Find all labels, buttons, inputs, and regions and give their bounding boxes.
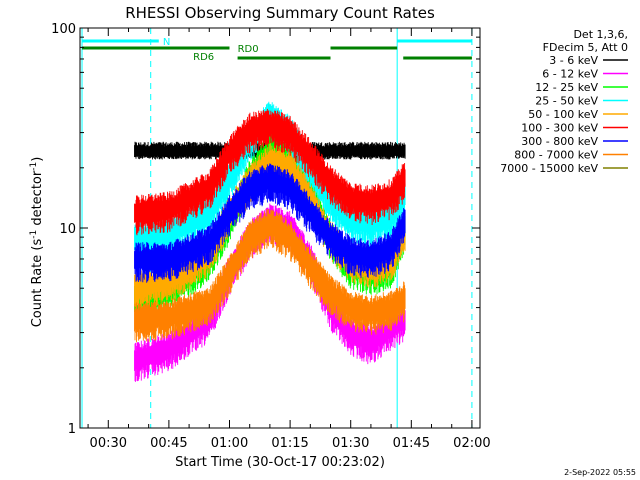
series-300-800-kev xyxy=(134,163,406,283)
chart-title: RHESSI Observing Summary Count Rates xyxy=(125,4,435,22)
legend-label: 6 - 12 keV xyxy=(542,68,598,81)
y-axis-label-text: Count Rate (s xyxy=(30,239,45,328)
legend-label: 50 - 100 keV xyxy=(528,108,598,121)
legend-header: Det 1,3,6, xyxy=(573,28,628,41)
legend-label: 300 - 800 keV xyxy=(521,135,598,148)
x-tick-label: 01:00 xyxy=(211,436,248,451)
legend-label: 12 - 25 keV xyxy=(535,81,598,94)
x-tick-label: 02:00 xyxy=(453,436,490,451)
legend-label: 100 - 300 keV xyxy=(521,122,598,135)
attenuator-label: N xyxy=(163,37,170,48)
y-axis-label-close: ) xyxy=(30,157,45,162)
legend-label: 800 - 7000 keV xyxy=(514,149,598,162)
x-tick-label: 01:15 xyxy=(271,436,308,451)
legend-label: 3 - 6 keV xyxy=(549,54,598,67)
y-axis-label-exponent-2: -1 xyxy=(29,162,39,171)
rd6-label: RD6 xyxy=(193,52,214,63)
y-axis-label: Count Rate (s-1 detector-1) xyxy=(29,157,45,328)
x-tick-label: 00:30 xyxy=(90,436,127,451)
series-800-7000-kev xyxy=(134,209,406,343)
x-tick-label: 01:30 xyxy=(332,436,369,451)
legend-label: 7000 - 15000 keV xyxy=(500,162,598,175)
series-group xyxy=(134,101,406,382)
x-tick-label: 01:45 xyxy=(393,436,430,451)
x-axis-label: Start Time (30-Oct-17 00:23:02) xyxy=(175,455,385,470)
y-tick-label: 1 xyxy=(68,422,76,437)
x-axis: 00:30 00:45 01:00 01:15 01:30 01:45 02:00 xyxy=(87,28,491,451)
series-100-300-kev xyxy=(134,108,406,236)
y-axis-label-detector: detector xyxy=(30,170,45,230)
legend-label: 25 - 50 keV xyxy=(535,95,598,108)
legend-header: FDecim 5, Att 0 xyxy=(543,41,628,54)
y-tick-label: 10 xyxy=(59,222,76,237)
y-axis-label-exponent: -1 xyxy=(29,230,39,239)
y-axis: 1 10 100 xyxy=(51,22,480,437)
y-tick-label: 100 xyxy=(51,22,76,37)
rd0-label: RD0 xyxy=(238,44,259,55)
x-tick-label: 00:45 xyxy=(150,436,187,451)
footer-timestamp: 2-Sep-2022 05:55 xyxy=(564,468,636,477)
